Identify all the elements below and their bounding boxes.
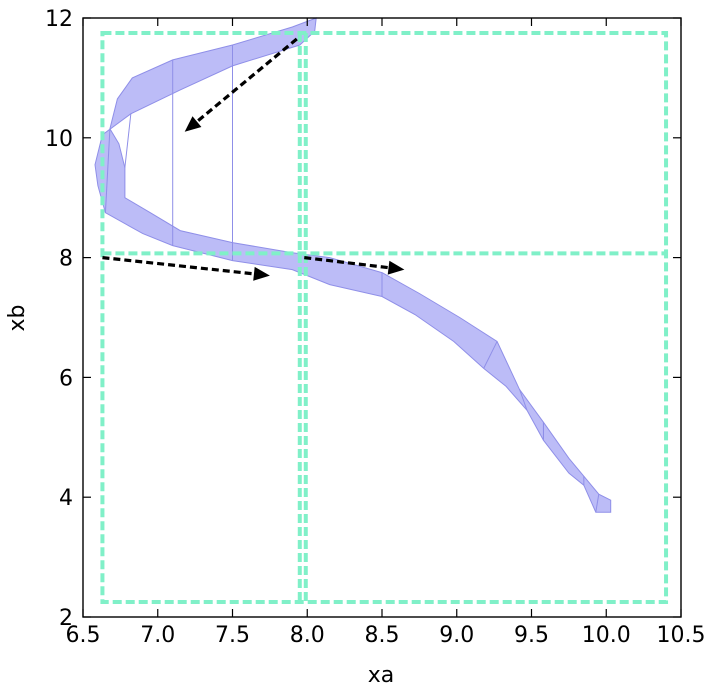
band-segment-1 — [124, 113, 132, 168]
x-tick-label: 8.5 — [365, 623, 400, 648]
arrow-head-1 — [253, 266, 270, 281]
arrow-head-0 — [184, 116, 202, 132]
y-tick-label: 4 — [59, 486, 73, 511]
x-tick-label: 7.0 — [140, 623, 175, 648]
x-tick-label: 8.0 — [290, 623, 325, 648]
box-layer — [100, 30, 669, 605]
x-tick-label: 9.5 — [514, 623, 549, 648]
tick-layer: 6.5 7.0 7.5 8.0 8.5 9.0 9.5 10.0 10.5 2 4 6 8 10 12 — [45, 7, 705, 648]
band-segment-5 — [483, 341, 498, 369]
band-layer — [94, 17, 612, 513]
y-tick-label: 10 — [45, 127, 73, 152]
band-segment-10 — [595, 494, 600, 513]
y-tick-label: 2 — [59, 606, 73, 631]
x-tick-label: 7.5 — [215, 623, 250, 648]
y-tick-label: 12 — [45, 7, 73, 32]
band-segment-2 — [104, 128, 111, 213]
x-tick-label: 10.0 — [582, 623, 631, 648]
y-tick-label: 8 — [59, 247, 73, 272]
x-tick-label: 10.5 — [657, 623, 706, 648]
arrow-layer — [102, 37, 405, 281]
band-area — [94, 17, 612, 513]
x-tick-label: 6.5 — [66, 623, 101, 648]
region-box-outer — [100, 30, 669, 605]
arrow-head-2 — [387, 260, 405, 275]
x-tick-label: 9.0 — [439, 623, 474, 648]
x-axis-title: xa — [368, 663, 395, 688]
band-segment-6 — [519, 389, 528, 411]
arrow-shaft-1 — [102, 256, 255, 276]
arrow-shaft-2 — [304, 256, 389, 270]
y-axis-title: xb — [5, 305, 30, 332]
y-tick-label: 6 — [59, 366, 73, 391]
